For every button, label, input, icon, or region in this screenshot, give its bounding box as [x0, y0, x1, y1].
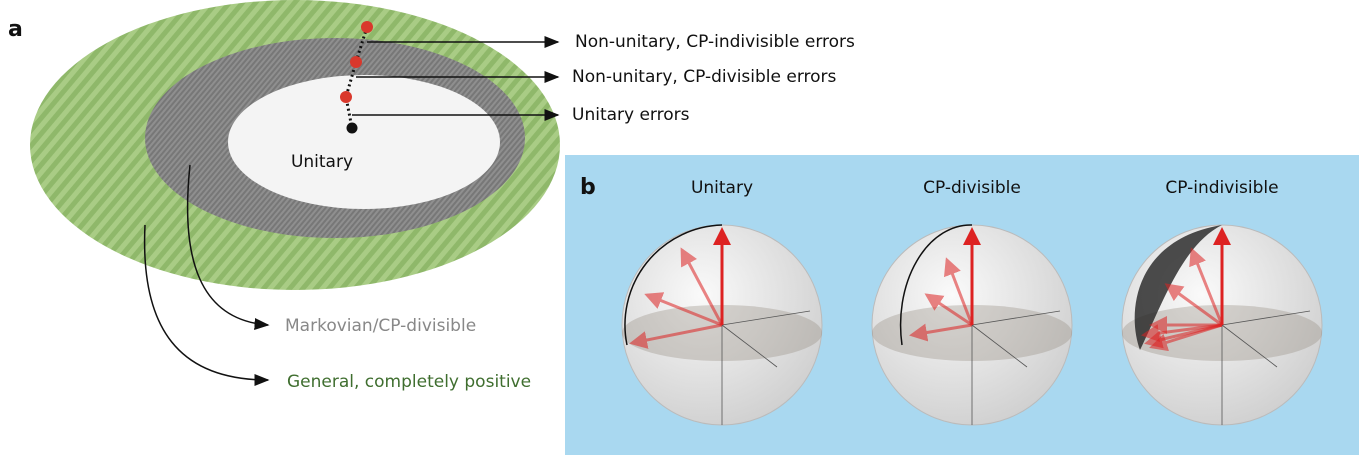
sphere-title: CP-indivisible	[1165, 178, 1278, 198]
inner-region	[228, 75, 500, 209]
figure: a Unitary Non-unitary, CP-indivisible er…	[0, 0, 1359, 455]
dot	[347, 123, 358, 134]
panel-label: a	[8, 17, 23, 42]
dot	[350, 56, 362, 68]
panel-b: b Unitary CP-divisible CP-indivisible	[565, 155, 1359, 455]
dot	[340, 91, 352, 103]
region-label: Markovian/CP-divisible	[285, 316, 476, 336]
region-label: General, completely positive	[287, 372, 531, 392]
annotation: Unitary errors	[572, 105, 690, 125]
panel-label: b	[580, 175, 596, 200]
sphere-title: Unitary	[691, 178, 753, 198]
annotation: Non-unitary, CP-divisible errors	[572, 67, 837, 87]
dot	[361, 21, 373, 33]
page: a Unitary Non-unitary, CP-indivisible er…	[0, 0, 1359, 455]
center-label: Unitary	[291, 152, 353, 172]
annotation: Non-unitary, CP-indivisible errors	[575, 32, 855, 52]
sphere-title: CP-divisible	[923, 178, 1021, 198]
